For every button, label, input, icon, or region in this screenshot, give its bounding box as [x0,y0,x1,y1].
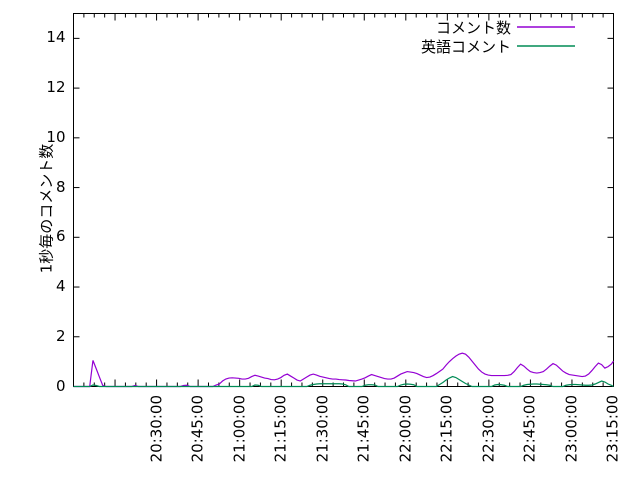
x-axis-tick-label: 23:15:00 [603,394,622,462]
y-axis-tick-label: 0 [55,376,66,395]
y-axis-tick-label: 4 [55,277,66,296]
x-axis-tick-label: 20:45:00 [188,394,207,462]
x-axis-tick-label: 22:30:00 [479,394,498,462]
y-axis-tick-label: 12 [46,78,66,97]
x-axis-tick-label: 23:00:00 [562,394,581,462]
plot-border [73,13,614,387]
x-axis-tick-label: 21:45:00 [354,394,373,462]
x-axis-tick-label: 21:00:00 [229,394,248,462]
x-axis-tick-label: 22:45:00 [520,394,539,462]
legend-label-1: コメント数 [435,19,511,37]
x-axis-tick-label: 21:15:00 [271,394,290,462]
y-axis-tick-label: 6 [55,227,66,246]
y-axis-tick-label: 14 [46,28,66,47]
legend-label-2: 英語コメント [420,38,511,56]
x-axis-tick-label: 22:15:00 [437,394,456,462]
x-axis-tick-label: 20:30:00 [146,394,165,462]
y-axis-tick-label: 8 [55,177,66,196]
y-axis-tick-label: 2 [55,326,66,345]
y-axis-tick-label: 10 [46,127,66,146]
x-axis-tick-label: 21:30:00 [313,394,332,462]
series-line-1 [73,352,614,388]
x-axis-tick-label: 22:00:00 [396,394,415,462]
series-line-2 [73,375,614,388]
